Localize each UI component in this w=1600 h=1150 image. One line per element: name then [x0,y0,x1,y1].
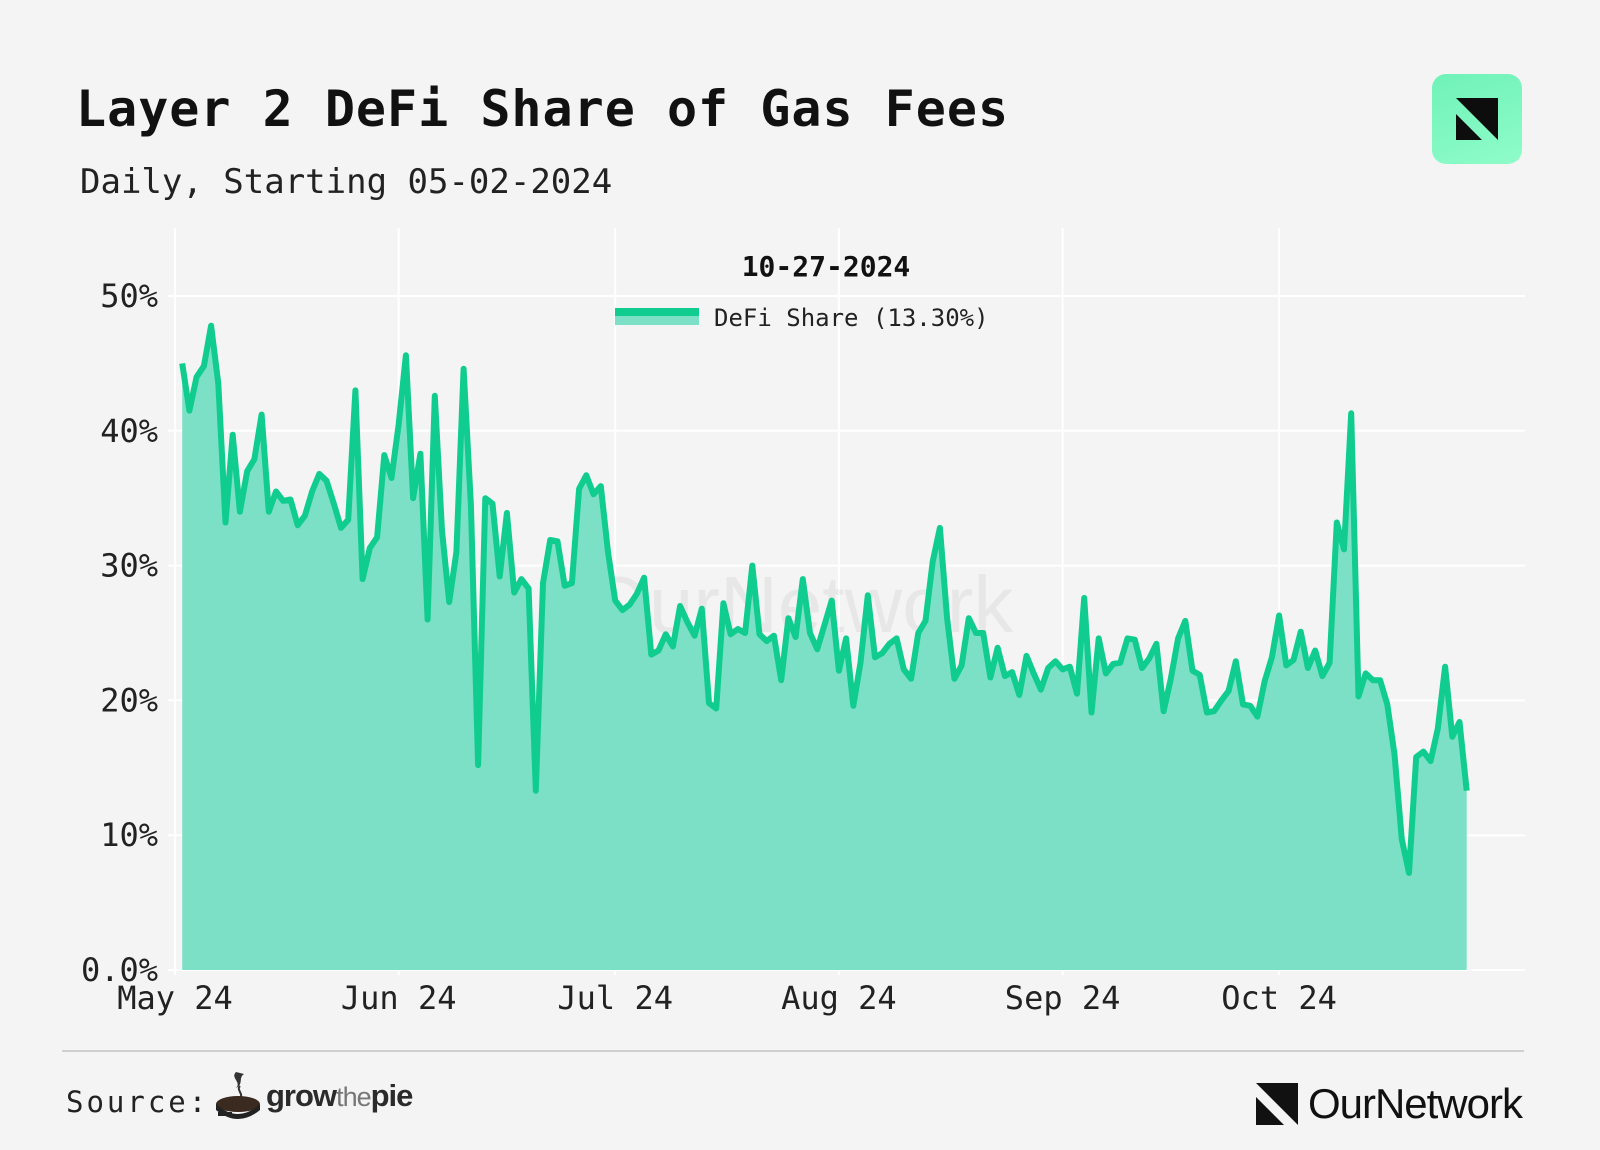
ournetwork-wordmark: OurNetwork [1307,1080,1523,1127]
y-tick-label: 20% [100,681,158,719]
line-chart: OurNetwork 0.0%10%20%30%40%50% May 24Jun… [81,228,1525,1017]
y-tick-label: 50% [100,277,158,315]
x-tick-label: Oct 24 [1221,979,1337,1017]
x-axis: May 24 Jun 24 Jul 24 Aug 24 Sep 24 Oct 24 [117,979,1337,1017]
ournetwork-badge-icon [1432,74,1522,164]
x-tick-label: Jun 24 [341,979,457,1017]
hover-date-label: 10-27-2024 [742,250,911,283]
chart-subtitle: Daily, Starting 05-02-2024 [80,162,613,202]
legend-label: DeFi Share (13.30%) [714,304,989,332]
ournetwork-logo-icon [1255,1083,1298,1125]
source-label: Source: [66,1085,210,1119]
footer-divider [62,1050,1524,1052]
series-line-defi-share[interactable] [179,322,1470,876]
legend[interactable]: DeFi Share (13.30%) [615,304,989,332]
x-tick-label: Aug 24 [781,979,897,1017]
y-tick-label: 10% [100,816,158,854]
growthepie-wordmark: growthepie [266,1078,413,1113]
growthepie-logo-icon [216,1072,260,1119]
y-tick-label: 0.0% [81,951,158,989]
legend-swatch-fill [615,316,699,325]
y-tick-label: 30% [100,547,158,585]
y-tick-label: 40% [100,412,158,450]
ournetwork-mark-icon [1456,98,1498,140]
chart-title: Layer 2 DeFi Share of Gas Fees [76,80,1010,138]
legend-swatch-line [615,308,699,316]
area-fill [182,325,1467,970]
x-tick-label: Jul 24 [557,979,673,1017]
growthepie-logo[interactable]: growthepie [214,1070,413,1122]
x-tick-label: Sep 24 [1005,979,1121,1017]
y-axis: 0.0% 10% 20% 30% 40% 50% [81,277,158,989]
x-tick-label: May 24 [117,979,233,1017]
ournetwork-logo[interactable]: OurNetwork [1255,1080,1523,1128]
